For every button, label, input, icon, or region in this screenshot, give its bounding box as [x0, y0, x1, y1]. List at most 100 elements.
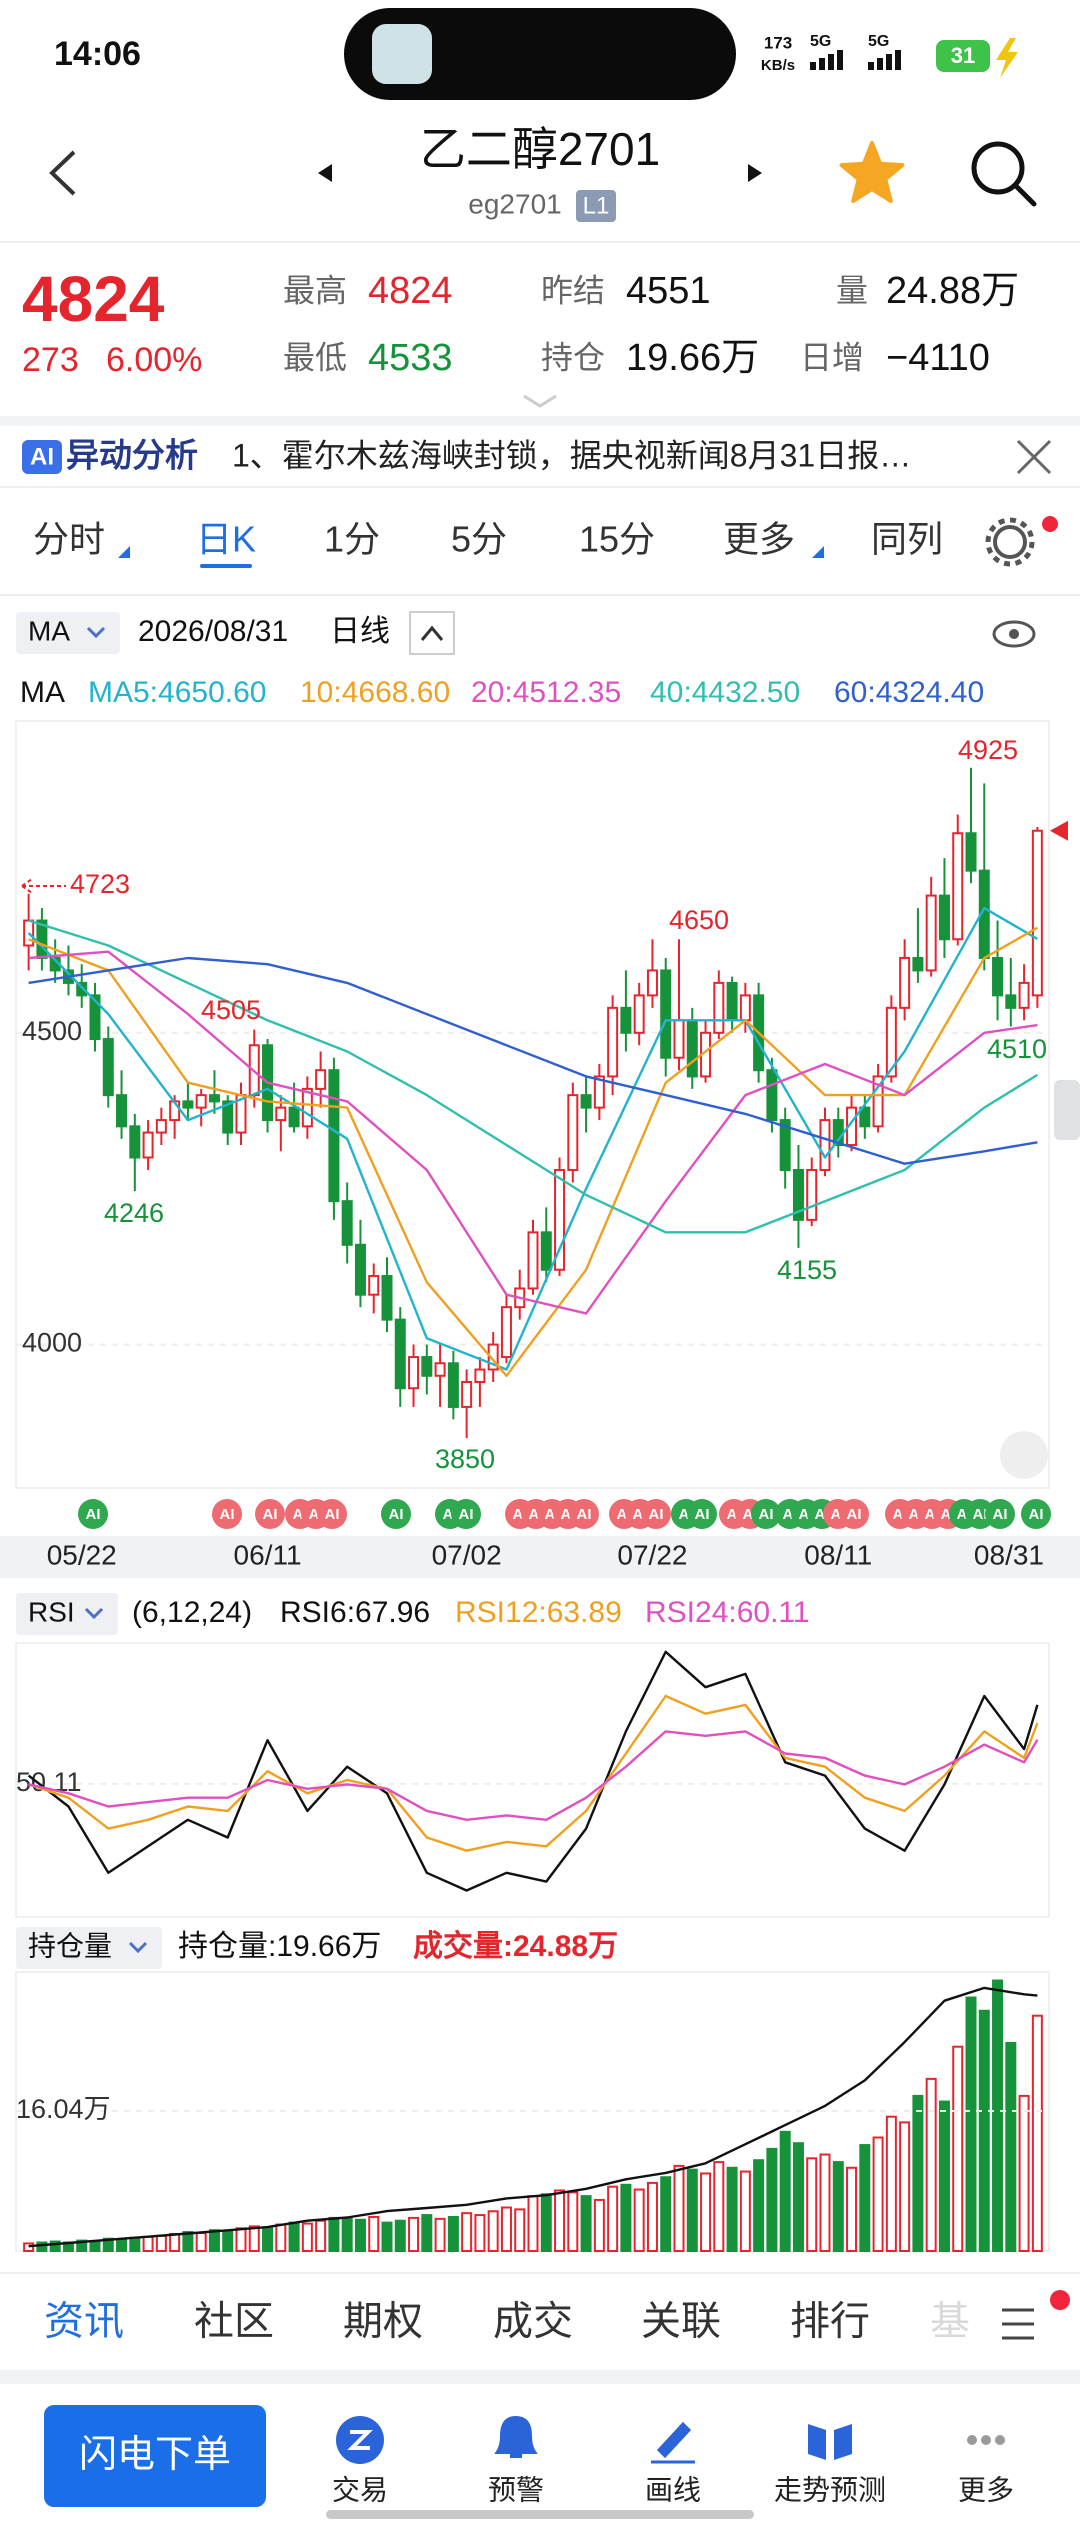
- ai-signal-text: AI: [759, 1506, 774, 1523]
- signal-bar: [877, 58, 883, 70]
- close-news[interactable]: [1016, 439, 1052, 475]
- volume-bar: [235, 2227, 247, 2253]
- ai-signal-text: AI: [459, 1506, 474, 1523]
- candle-body: [686, 1019, 698, 1078]
- candle-body: [142, 1131, 154, 1159]
- fullscreen-button[interactable]: [1000, 1431, 1048, 1479]
- volume-bar: [49, 2240, 61, 2253]
- price-annotation: 4650: [669, 905, 729, 935]
- search-icon[interactable]: [971, 141, 1025, 195]
- settings-gear[interactable]: [993, 525, 1027, 559]
- volume-bar: [381, 2221, 393, 2253]
- content-tab[interactable]: 关联: [641, 2300, 721, 2344]
- home-indicator: [326, 2510, 754, 2519]
- tab-fade: [920, 2290, 990, 2360]
- status-time: 14:06: [54, 35, 141, 73]
- nav-item[interactable]: 预警: [488, 2474, 544, 2505]
- candle-body: [646, 969, 658, 997]
- side-handle[interactable]: [1054, 1080, 1080, 1140]
- dynamic-island: [344, 8, 736, 100]
- indicator-line: [28, 1730, 1039, 1822]
- ai-signal: [381, 1499, 411, 1529]
- dropdown-arrow: [118, 546, 130, 558]
- indicator-line: [28, 1694, 1039, 1852]
- rsi-frame: [15, 1642, 1050, 1918]
- volume-bar: [938, 2100, 950, 2253]
- net-speed: 173: [764, 33, 792, 52]
- volume-bar: [195, 2232, 207, 2253]
- level-badge: [576, 190, 616, 222]
- signal-bar: [828, 54, 834, 70]
- volume-bar: [421, 2214, 433, 2253]
- quick-order-button[interactable]: [44, 2405, 266, 2507]
- candle-body: [447, 1362, 459, 1408]
- volume-bar: [912, 2094, 924, 2253]
- period-tab[interactable]: 分时: [33, 519, 105, 560]
- nav-item[interactable]: 更多: [958, 2474, 1014, 2505]
- collapse-arrow: [420, 625, 444, 641]
- collapse-button[interactable]: [409, 611, 455, 655]
- content-tab[interactable]: 资讯: [44, 2300, 124, 2344]
- candle-body: [354, 1243, 366, 1296]
- period-tab[interactable]: 5分: [451, 519, 507, 560]
- ai-signal: [569, 1499, 599, 1529]
- visibility-icon[interactable]: [992, 620, 1036, 648]
- next-contract[interactable]: [748, 164, 762, 182]
- nav-item[interactable]: 画线: [645, 2474, 701, 2505]
- candle-body: [912, 956, 924, 972]
- volume-bar: [885, 2115, 897, 2252]
- back-button[interactable]: [49, 150, 76, 196]
- volume-bar: [846, 2166, 858, 2253]
- news-text[interactable]: 1、霍尔木兹海峡封锁，据央视新闻8月31日报…: [232, 437, 911, 473]
- content-tab[interactable]: 排行: [790, 2300, 870, 2344]
- candle-body: [806, 1168, 818, 1221]
- ai-badge: [22, 440, 62, 474]
- period-tab[interactable]: 更多: [723, 519, 795, 560]
- candle-body: [660, 969, 672, 1059]
- draw-icon: [651, 2421, 695, 2464]
- expand-chevron[interactable]: [523, 394, 557, 408]
- candle-body: [381, 1274, 393, 1321]
- quote-value: 4824: [368, 270, 453, 312]
- network-type: 5G: [868, 33, 889, 50]
- period-tab[interactable]: 同列: [871, 519, 943, 560]
- volume-bar: [434, 2217, 446, 2252]
- price-change-pct: 6.00%: [106, 341, 202, 379]
- indicator-line: [28, 919, 1039, 1234]
- last-price: 4824: [22, 263, 165, 335]
- volume-bar: [580, 2195, 592, 2252]
- candle-body: [116, 1094, 128, 1128]
- nav-item[interactable]: 交易: [332, 2474, 388, 2505]
- candle-body: [607, 1006, 619, 1078]
- candle-body: [992, 956, 1004, 997]
- indicator-selector[interactable]: [16, 612, 120, 654]
- content-tab[interactable]: 成交: [493, 2300, 573, 2344]
- price-annotation: 4246: [104, 1198, 164, 1228]
- volume-bar: [965, 1996, 977, 2253]
- content-tab[interactable]: 期权: [343, 2300, 423, 2344]
- volume-bar: [461, 2212, 473, 2252]
- rsi-selector-text: RSI: [28, 1596, 75, 1627]
- price-annotation: 4505: [201, 995, 261, 1025]
- period-tab[interactable]: 1分: [324, 519, 380, 560]
- nav-item[interactable]: 走势预测: [774, 2474, 886, 2505]
- candle-body: [1005, 994, 1017, 1009]
- candle-body: [195, 1094, 207, 1109]
- oi-selector[interactable]: [16, 1927, 162, 1969]
- period-tab[interactable]: 日K: [196, 519, 256, 560]
- content-tab[interactable]: 社区: [194, 2300, 274, 2344]
- prev-contract[interactable]: [318, 164, 332, 182]
- rsi-selector[interactable]: [16, 1593, 118, 1635]
- divider: [0, 241, 1080, 243]
- contract-title: 乙二醇2701: [420, 123, 660, 175]
- volume-bar: [23, 2242, 35, 2252]
- candle-body: [540, 1231, 552, 1271]
- volume-bar: [116, 2238, 128, 2253]
- period-tab[interactable]: 15分: [579, 519, 655, 560]
- favorite-star[interactable]: [839, 141, 905, 203]
- ai-signal-text: AI: [263, 1506, 278, 1523]
- candle-body: [899, 956, 911, 1009]
- quote-value: 4551: [626, 270, 711, 312]
- content-tab[interactable]: 基: [930, 2300, 970, 2344]
